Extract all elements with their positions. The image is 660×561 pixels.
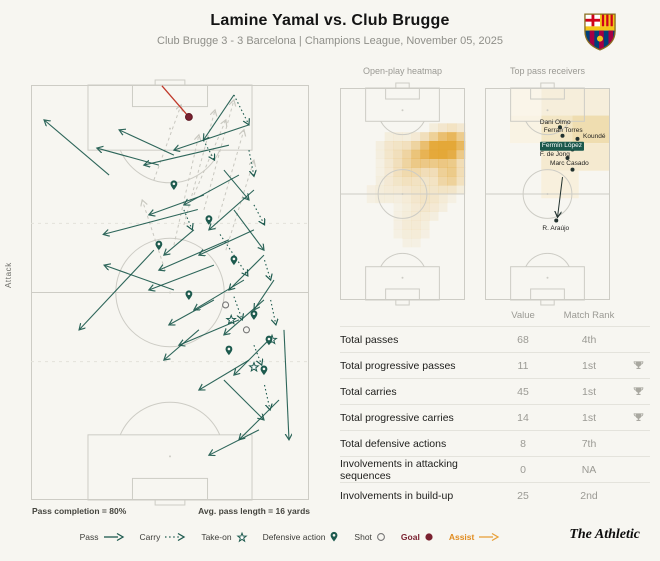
legend-item-shot: Shot [354, 532, 386, 542]
legend-label: Take-on [201, 532, 232, 542]
value-column-header: Value [511, 309, 535, 321]
stat-row: Involvements in attacking sequences 0 NA [340, 456, 650, 482]
receivers-title: Top pass receivers [509, 66, 586, 76]
legend-label: Shot [354, 532, 372, 542]
legend-item-pass: Pass [80, 532, 125, 542]
stats-table-header: Value Match Rank [340, 304, 650, 326]
match-rank-column-header: Match Rank [563, 309, 615, 321]
page-subtitle: Club Brugge 3 - 3 Barcelona | Champions … [157, 35, 503, 47]
legend-label: Carry [139, 532, 161, 542]
legend-label: Assist [448, 532, 475, 542]
pitch-captions: Pass completion = 80% Avg. pass length =… [32, 506, 310, 516]
legend-item-take-on: Take-on [201, 531, 248, 543]
stats-table: Value Match Rank Total passes 68 4th Total … [340, 304, 650, 508]
pass-completion-caption: Pass completion = 80% [32, 506, 127, 516]
stat-row: Total passes 68 4th [340, 326, 650, 352]
legend-label: Defensive action [262, 532, 326, 542]
attack-axis-label: Attack [4, 262, 13, 288]
legend-item-defensive-action: Defensive action [263, 531, 340, 543]
trophy-icon [626, 386, 650, 397]
avg-pass-length-caption: Avg. pass length = 16 yards [198, 506, 310, 516]
legend: Pass Carry Take-on Defensive action Shot Goal… [40, 531, 540, 543]
legend-item-carry: Carry [140, 532, 187, 542]
stat-row: Involvements in build-up 25 2nd [340, 482, 650, 508]
stats-table-body: Total passes 68 4th Total progressive passe… [340, 326, 650, 508]
pass-map-svg [31, 79, 309, 506]
stat-row: Total carries 45 1st [340, 378, 650, 404]
stat-row: Total progressive carries 14 1st [340, 404, 650, 430]
legend-label: Goal [400, 532, 420, 542]
legend-label: Pass [79, 532, 99, 542]
trophy-icon [626, 412, 650, 423]
stat-row: Total defensive actions 8 7th [340, 430, 650, 456]
receivers-svg [485, 82, 610, 306]
the-athletic-logo: The Athletic [569, 527, 640, 542]
legend-item-assist: Assist [449, 532, 501, 542]
legend-item-goal: Goal [401, 532, 434, 542]
stat-row: Total progressive passes 11 1st [340, 352, 650, 378]
heatmap-title: Open-play heatmap [362, 66, 443, 76]
page-title: Lamine Yamal vs. Club Brugge [210, 12, 450, 29]
heatmap-svg [340, 82, 466, 306]
barcelona-crest-icon [584, 12, 616, 52]
trophy-icon [626, 360, 650, 371]
